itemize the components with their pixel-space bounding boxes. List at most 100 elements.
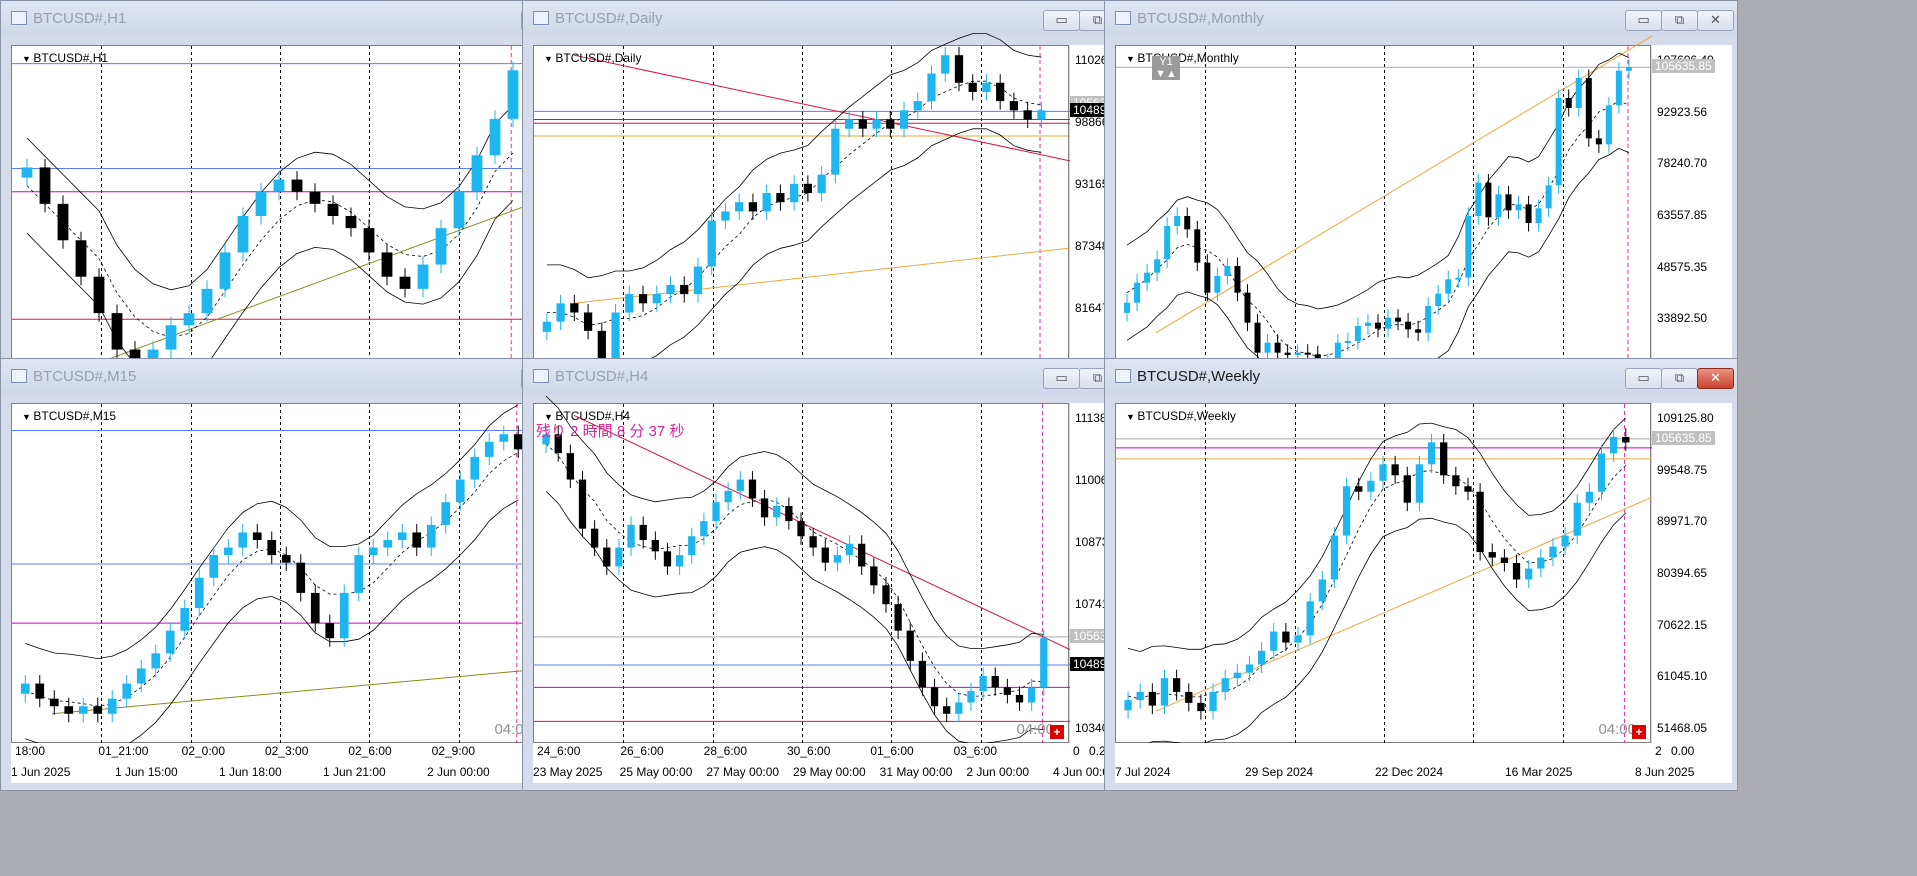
symbol-label[interactable]: BTCUSD#,Weekly xyxy=(1126,409,1235,423)
candle-body xyxy=(1003,687,1012,695)
candle-body xyxy=(75,240,87,277)
symbol-label[interactable]: BTCUSD#,Daily xyxy=(544,51,641,65)
candle-body xyxy=(1234,266,1241,293)
time-axis[interactable]: 24_6:00 26_6:00 28_6:00 30_6:00 01_6:00 03_6:… xyxy=(533,743,1150,783)
candle-body xyxy=(1009,101,1019,111)
chart-window-icon xyxy=(1115,11,1131,25)
candlestick-chart xyxy=(1116,35,1653,405)
candle-body xyxy=(1435,293,1442,306)
time-tick-label: 24_6:00 xyxy=(537,744,581,758)
bar-countdown: 04:00 xyxy=(1016,721,1054,738)
close-button[interactable]: ✕ xyxy=(1697,10,1734,31)
one-click-trade-button[interactable]: + xyxy=(1632,725,1646,739)
symbol-label[interactable]: BTCUSD#,H1 xyxy=(22,51,108,65)
candle-body xyxy=(417,264,429,289)
period-badge-arrows[interactable]: ▼▲ xyxy=(1155,68,1177,80)
time-tick-label: 0 xyxy=(1073,744,1080,758)
symbol-label[interactable]: BTCUSD#,Monthly xyxy=(1126,51,1238,65)
candle-body xyxy=(906,630,914,661)
time-tick-label: 03_6:00 xyxy=(953,744,998,758)
candle-body xyxy=(1476,491,1484,553)
window-titlebar[interactable]: BTCUSD#,Daily▭⧉✕ xyxy=(523,1,1155,37)
time-tick-label: 2 xyxy=(1655,744,1662,758)
candle-body xyxy=(1023,110,1032,120)
candle-body xyxy=(165,630,175,654)
candle-body xyxy=(327,203,339,216)
candle-body xyxy=(1304,352,1311,355)
candle-body xyxy=(762,193,771,212)
chart-window[interactable]: BTCUSD#,M15▭⧉✕BTCUSD#,M1504:00+105774.60… xyxy=(0,358,634,791)
window-title: BTCUSD#,Weekly xyxy=(1137,368,1261,385)
minimize-button[interactable]: ▭ xyxy=(1625,10,1662,31)
candle-body xyxy=(412,532,422,548)
date-tick-label: 4 Jun 00:00 xyxy=(1053,765,1116,779)
price-axis[interactable]: 109125.80 99548.75 89971.70 80394.65 70622.1… xyxy=(1652,403,1732,743)
candle-body xyxy=(1427,442,1436,465)
candle-body xyxy=(833,555,842,563)
window-titlebar[interactable]: BTCUSD#,Monthly ▭ ⧉ ✕ xyxy=(1105,1,1737,37)
bollinger-band xyxy=(25,404,519,660)
price-chart-area[interactable]: BTCUSD#,H104:00+ xyxy=(11,45,549,386)
window-titlebar[interactable]: BTCUSD#,H4▭⧉✕ xyxy=(523,359,1155,395)
chart-window[interactable]: BTCUSD#,Weekly ▭⧉✕ BTCUSD#,Weekly 04:00+109… xyxy=(1104,358,1738,791)
candle-body xyxy=(688,536,696,556)
close-button[interactable]: ✕ xyxy=(1697,368,1734,389)
window-titlebar[interactable]: BTCUSD#,Weekly ▭ ⧉ ✕ xyxy=(1105,359,1737,395)
candle-body xyxy=(1274,342,1281,353)
bollinger-band xyxy=(26,105,514,291)
one-click-trade-button[interactable]: + xyxy=(1050,725,1064,739)
candle-body xyxy=(1136,691,1144,701)
candlestick-chart xyxy=(534,395,1071,745)
price-tick-label: 63557.85 xyxy=(1657,208,1708,222)
candle-body xyxy=(967,691,975,703)
bollinger-band xyxy=(545,443,1044,697)
chart-window-icon xyxy=(11,369,27,383)
minimize-button[interactable]: ▭ xyxy=(1043,10,1080,31)
candle-body xyxy=(1585,491,1594,503)
candle-body xyxy=(426,524,436,548)
minimize-button[interactable]: ▭ xyxy=(1043,368,1080,389)
price-chart-area[interactable]: BTCUSD#,Weekly 04:00+ xyxy=(1115,403,1653,748)
time-axis[interactable]: 2 7 Jul 2024 29 Sep 2024 22 Dec 2024 16 Mar … xyxy=(1115,743,1732,783)
candle-body xyxy=(1495,194,1502,218)
date-tick-label: 22 Dec 2024 xyxy=(1375,765,1444,779)
time-tick-label: 01_6:00 xyxy=(870,744,914,758)
candle-body xyxy=(1264,342,1271,353)
period-badge[interactable]: Y1 ▼▲ xyxy=(1152,56,1180,80)
chart-window-icon xyxy=(533,11,549,25)
price-axis[interactable]: 107606.4092923.5678240.7063557.8548575.3… xyxy=(1652,45,1732,385)
maximize-button[interactable]: ⧉ xyxy=(1661,10,1698,31)
candle-body xyxy=(803,183,812,194)
maximize-button[interactable]: ⧉ xyxy=(1661,368,1698,389)
candle-body xyxy=(724,490,732,503)
axis-corner-value: 0.2 xyxy=(1089,744,1106,758)
candle-body xyxy=(666,284,675,295)
candle-body xyxy=(1500,557,1509,564)
candle-body xyxy=(566,453,574,480)
date-tick-label: 1 Jun 2025 xyxy=(11,765,71,779)
candle-body xyxy=(1625,67,1632,71)
candle-body xyxy=(817,174,826,194)
candle-body xyxy=(1488,552,1496,558)
candle-body xyxy=(1403,475,1411,503)
candle-body xyxy=(554,434,562,454)
candle-body xyxy=(1294,352,1301,355)
candle-body xyxy=(397,532,407,540)
candle-body xyxy=(1535,208,1542,223)
candle-body xyxy=(64,706,74,714)
symbol-label[interactable]: BTCUSD#,H4 xyxy=(544,409,630,423)
date-tick-label: 25 May 00:00 xyxy=(619,765,693,779)
candle-body xyxy=(441,502,451,525)
candle-body xyxy=(735,202,744,212)
symbol-label[interactable]: BTCUSD#,M15 xyxy=(22,409,116,423)
minimize-button[interactable]: ▭ xyxy=(1625,368,1662,389)
price-tick-label: 92923.56 xyxy=(1657,104,1708,119)
candle-body xyxy=(1610,436,1618,454)
candle-body xyxy=(1415,329,1422,333)
price-chart-area[interactable]: BTCUSD#,Daily04:00+ xyxy=(533,33,1071,386)
date-tick-label: 2 Jun 00:00 xyxy=(427,765,490,779)
